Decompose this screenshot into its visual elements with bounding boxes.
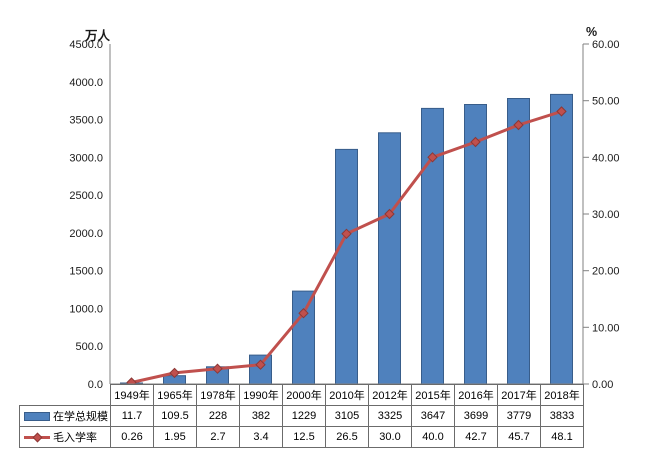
value-cell: 42.7 [454,426,498,448]
enrollment-bar [292,290,315,385]
year-header-cell: 2018年 [540,384,584,406]
value-cell: 1.95 [153,426,197,448]
value-cell: 1229 [282,405,326,427]
rate-marker [212,363,223,374]
series-legend-cell: 在学总规模 [19,405,111,427]
year-header-cell: 2016年 [454,384,498,406]
value-cell: 3325 [368,405,412,427]
series-name-label: 在学总规模 [53,411,108,423]
year-header-cell: 1965年 [153,384,197,406]
right-axis-tick-label: 60.00 [592,39,620,51]
value-cell: 40.0 [411,426,455,448]
rate-marker [556,106,567,117]
enrollment-bar [507,98,530,385]
year-header-cell: 1978年 [196,384,240,406]
value-cell: 3105 [325,405,369,427]
value-cell: 30.0 [368,426,412,448]
right-axis-tick-label: 40.00 [592,152,620,164]
value-cell: 11.7 [110,405,154,427]
bar-legend-icon [24,411,50,421]
year-header-cell: 2015年 [411,384,455,406]
right-axis-tick-label: 0.00 [592,379,613,391]
table-corner-blank [20,385,111,406]
enrollment-bar [335,148,358,385]
left-axis-tick-label: 500.0 [75,341,103,353]
year-header-cell: 2012年 [368,384,412,406]
left-axis-tick-label: 0.0 [88,379,103,391]
right-axis-tick-label: 50.00 [592,96,620,108]
value-cell: 0.26 [110,426,154,448]
left-axis-tick-label: 2500.0 [69,190,103,202]
value-cell: 228 [196,405,240,427]
left-axis-tick-label: 1500.0 [69,266,103,278]
series-name-label: 毛入学率 [53,432,97,444]
value-cell: 2.7 [196,426,240,448]
enrollment-bar [378,132,401,385]
rate-marker [470,136,481,148]
left-axis-tick-label: 1000.0 [69,303,103,315]
series-legend-cell: 毛入学率 [19,426,111,448]
left-axis-tick-label: 3500.0 [69,115,103,127]
value-cell: 3.4 [239,426,283,448]
year-header-cell: 1949年 [110,384,154,406]
enrollment-bar [421,107,444,385]
rate-marker [298,307,309,319]
data-table: 1949年 1965年 1978年 1990年 2000年 2010年 2012年 2015年… [19,384,584,448]
right-axis-title: % [586,25,598,39]
right-axis-tick-label: 20.00 [592,266,620,278]
value-cell: 26.5 [325,426,369,448]
line-legend-icon [24,432,50,443]
value-cell: 109.5 [153,405,197,427]
year-header-cell: 2000年 [282,384,326,406]
value-cell: 3647 [411,405,455,427]
right-axis-tick-label: 30.00 [592,209,620,221]
rate-marker [384,208,395,220]
value-cell: 48.1 [540,426,584,448]
left-axis-tick-label: 3000.0 [69,152,103,164]
left-axis-tick-label: 2000.0 [69,228,103,240]
rate-marker [341,228,352,240]
rate-marker [169,367,180,379]
left-axis-title: 万人 [84,29,110,43]
year-header-cell: 1990年 [239,384,283,406]
rate-marker [255,359,266,370]
enrollment-bar [550,93,573,385]
right-axis-tick-label: 10.00 [592,322,620,334]
left-axis-tick-label: 4500.0 [69,39,103,51]
value-cell: 3779 [497,405,541,427]
value-cell: 382 [239,405,283,427]
rate-marker [513,119,524,131]
value-cell: 3699 [454,405,498,427]
value-cell: 45.7 [497,426,541,448]
value-cell: 12.5 [282,426,326,448]
rate-marker [427,152,438,163]
left-axis-tick-label: 4000.0 [69,77,103,89]
year-header-cell: 2010年 [325,384,369,406]
value-cell: 3833 [540,405,584,427]
year-header-cell: 2017年 [497,384,541,406]
